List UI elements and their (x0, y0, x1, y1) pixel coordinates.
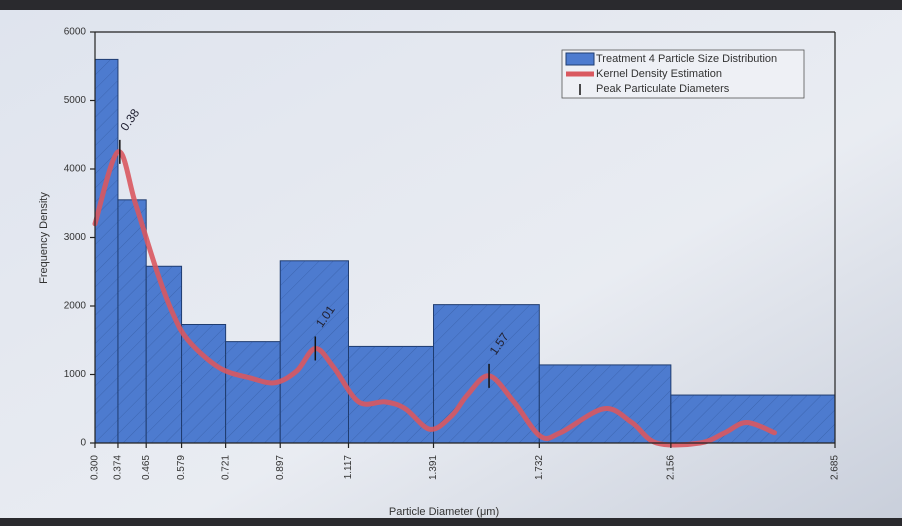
kde-line (92, 149, 777, 448)
x-tick-label: 0.579 (176, 455, 187, 480)
x-axis-label: Particle Diameter (μm) (389, 506, 499, 518)
legend-label: Peak Particulate Diameters (596, 83, 730, 95)
legend-label: Treatment 4 Particle Size Distribution (596, 53, 777, 65)
legend-label: Kernel Density Estimation (596, 68, 722, 80)
x-tick-label: 0.721 (220, 455, 231, 480)
y-tick-label: 5000 (64, 95, 87, 106)
y-axis-label: Frequency Density (38, 192, 50, 284)
x-tick-label: 1.391 (428, 455, 439, 480)
bar-hatch (670, 395, 835, 443)
y-tick-label: 4000 (64, 164, 87, 175)
y-tick-label: 1000 (64, 369, 87, 380)
bar-hatch (225, 341, 281, 443)
x-tick-label: 2.685 (830, 455, 841, 480)
x-tick-label: 0.897 (275, 455, 286, 480)
y-tick-label: 3000 (64, 232, 87, 243)
x-tick-label: 2.156 (666, 455, 677, 480)
x-tick-label: 0.300 (90, 455, 101, 480)
legend-box (561, 49, 805, 99)
bar-hatch (95, 59, 118, 444)
x-tick-label: 1.117 (343, 455, 354, 480)
x-tick-label: 1.732 (534, 455, 545, 480)
x-tick-label: 0.374 (113, 455, 124, 480)
y-tick-label: 6000 (64, 27, 87, 38)
y-tick-label: 2000 (64, 301, 87, 312)
x-tick-label: 0.465 (141, 455, 152, 480)
bar-hatch (348, 346, 434, 443)
y-tick-label: 0 (80, 438, 86, 449)
legend-swatch (565, 52, 595, 66)
bar-hatch (117, 199, 147, 443)
bar-hatch (280, 260, 349, 443)
